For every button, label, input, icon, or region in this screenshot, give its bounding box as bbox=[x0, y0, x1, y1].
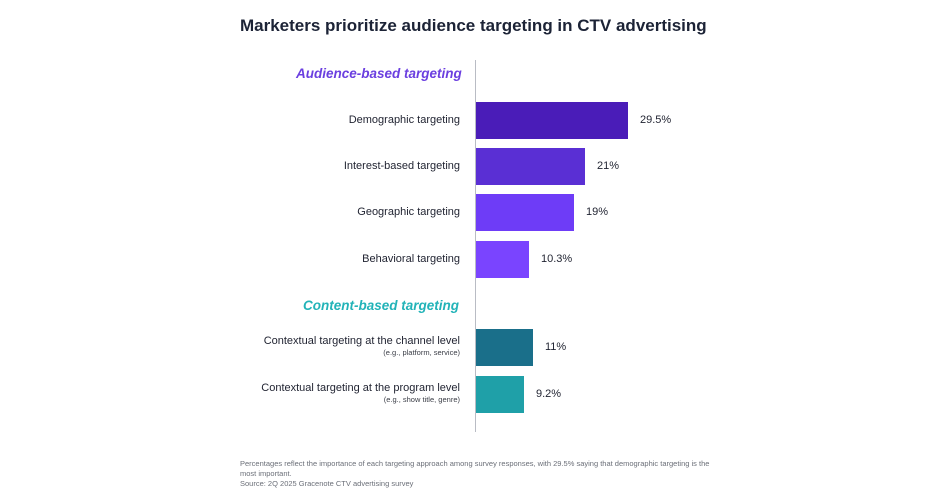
footnote-source: Source: 2Q 2025 Gracenote CTV advertisin… bbox=[240, 478, 414, 488]
chart-title: Marketers prioritize audience targeting … bbox=[240, 16, 707, 35]
bar-contextual-targeting-at-the-channel-level bbox=[476, 329, 533, 366]
category-label: Interest-based targeting bbox=[344, 160, 460, 174]
bar-demographic-targeting bbox=[476, 102, 628, 139]
category-label-text: Contextual targeting at the channel leve… bbox=[263, 334, 460, 347]
category-label: Contextual targeting at the program leve… bbox=[261, 382, 460, 406]
value-label: 11% bbox=[545, 340, 567, 353]
category-label-text: Interest-based targeting bbox=[343, 159, 460, 172]
group-label-audience: Audience-based targeting bbox=[296, 66, 462, 81]
bar-contextual-targeting-at-the-program-level bbox=[476, 376, 524, 413]
footnote-note: Percentages reflect the importance of ea… bbox=[240, 459, 710, 478]
category-label-text: Demographic targeting bbox=[348, 113, 460, 126]
group-label-content: Content-based targeting bbox=[303, 298, 460, 313]
y-axis-line bbox=[475, 60, 476, 432]
category-label: Geographic targeting bbox=[357, 206, 460, 220]
category-label-text: Contextual targeting at the program leve… bbox=[261, 381, 460, 394]
category-label: Demographic targeting bbox=[349, 114, 460, 128]
bar-behavioral-targeting bbox=[476, 241, 529, 278]
category-sublabel: (e.g., platform, service) bbox=[383, 348, 460, 358]
category-label-text: Behavioral targeting bbox=[362, 252, 460, 265]
category-sublabel: (e.g., show title, genre) bbox=[383, 395, 460, 405]
value-label: 29.5% bbox=[640, 113, 672, 126]
footnote: Percentages reflect the importance of ea… bbox=[240, 459, 710, 489]
category-label-text: Geographic targeting bbox=[357, 205, 460, 218]
category-label: Behavioral targeting bbox=[362, 253, 460, 267]
value-label: 21% bbox=[597, 159, 620, 172]
value-label: 10.3% bbox=[541, 252, 573, 265]
value-label: 9.2% bbox=[536, 387, 562, 400]
value-label: 19% bbox=[586, 205, 609, 218]
bar-geographic-targeting bbox=[476, 194, 574, 231]
category-label: Contextual targeting at the channel leve… bbox=[264, 335, 460, 359]
bar-interest-based-targeting bbox=[476, 148, 585, 185]
